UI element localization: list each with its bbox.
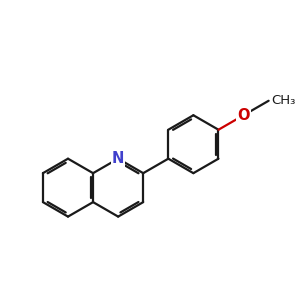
Text: CH₃: CH₃ [271, 94, 295, 107]
Text: N: N [112, 151, 124, 166]
Text: O: O [237, 108, 250, 123]
